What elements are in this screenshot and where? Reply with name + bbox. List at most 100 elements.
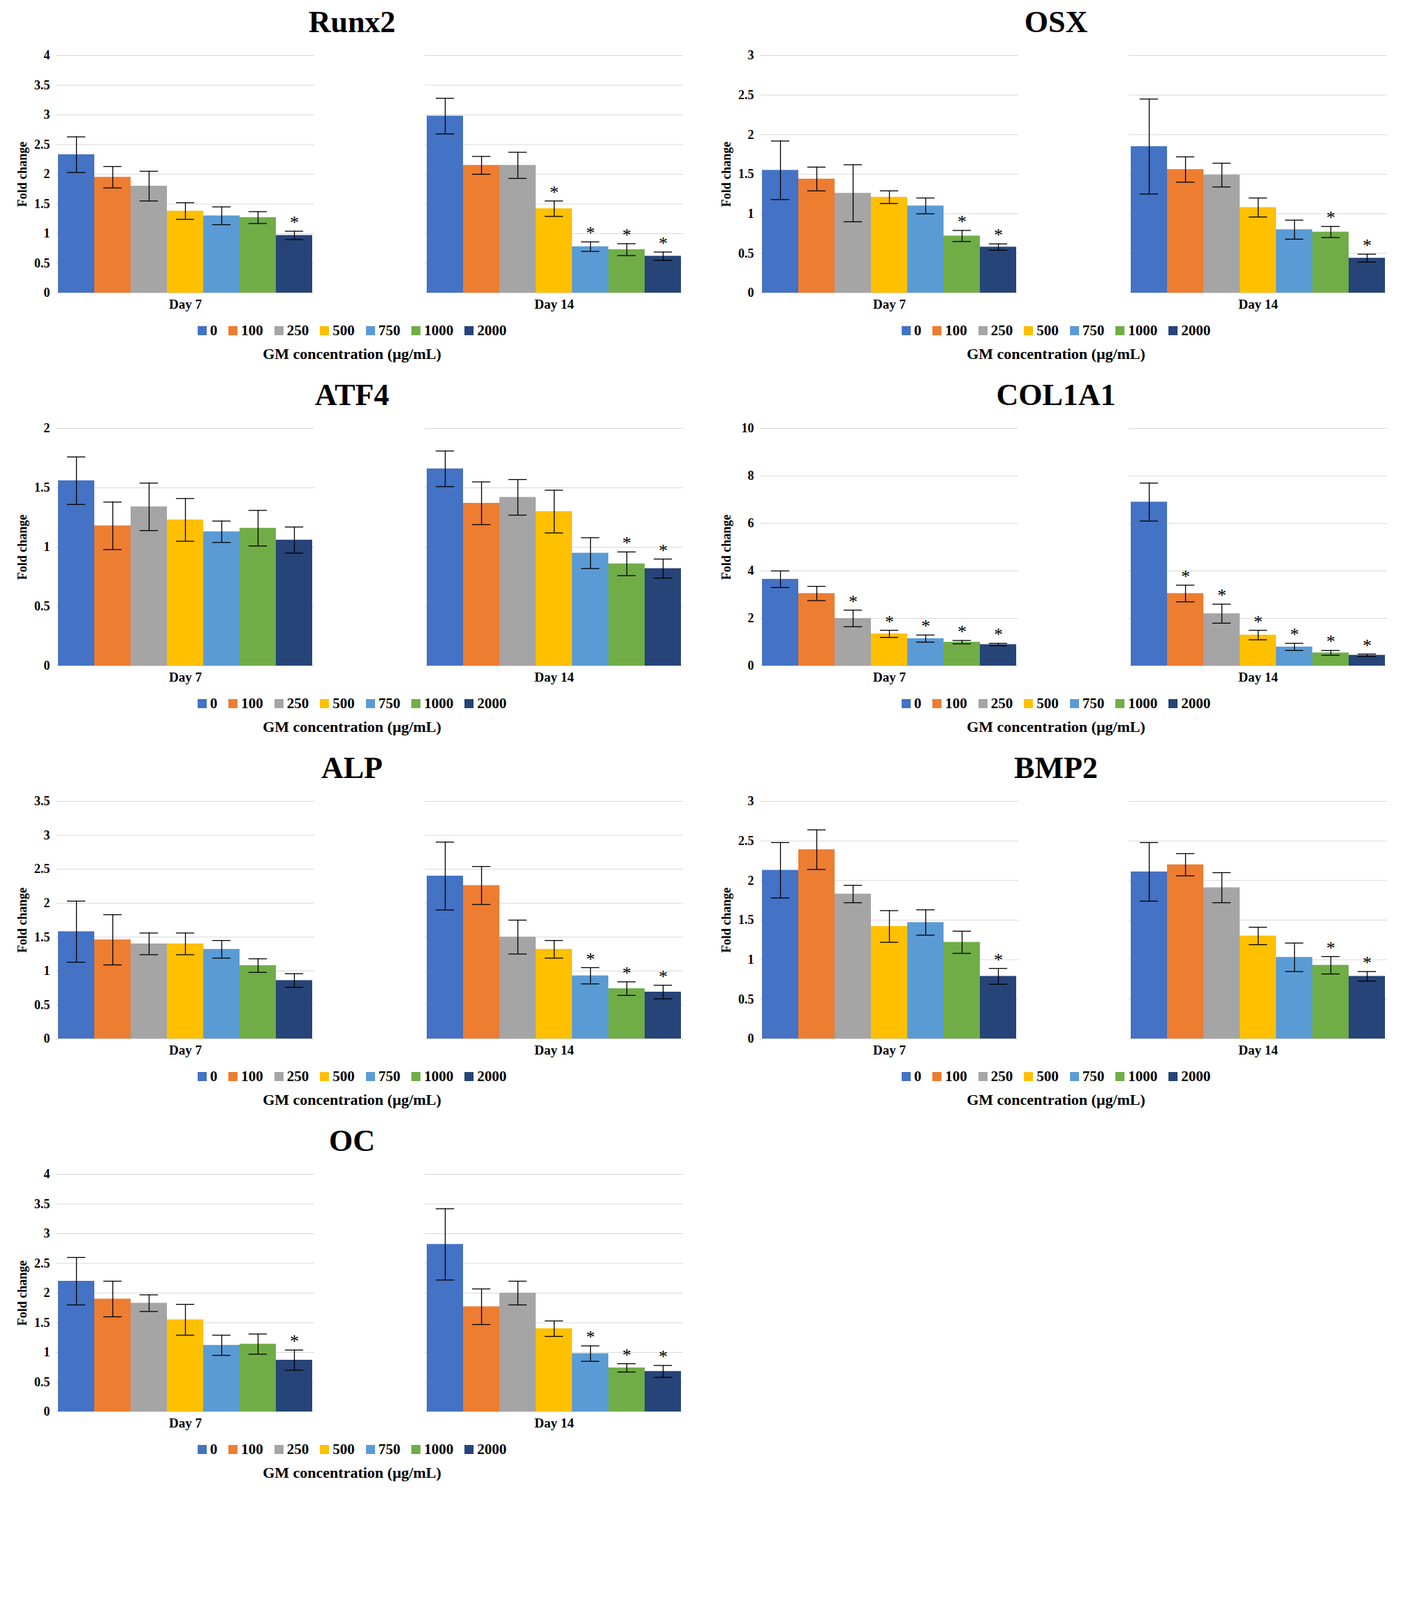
svg-text:*: *: [1289, 624, 1300, 645]
svg-text:Day 14: Day 14: [534, 296, 575, 312]
svg-text:2.5: 2.5: [34, 861, 51, 876]
svg-text:*: *: [993, 224, 1003, 246]
svg-text:1: 1: [748, 206, 755, 221]
svg-text:*: *: [1326, 207, 1336, 228]
svg-text:8: 8: [748, 468, 755, 483]
svg-text:*: *: [1326, 937, 1336, 959]
svg-text:*: *: [1362, 635, 1372, 656]
svg-text:0: 0: [44, 658, 51, 673]
svg-text:Fold change: Fold change: [719, 887, 734, 954]
svg-text:Day 14: Day 14: [534, 1042, 575, 1058]
svg-text:Day 7: Day 7: [169, 296, 202, 312]
svg-text:*: *: [921, 616, 931, 637]
svg-text:Day 14: Day 14: [1238, 669, 1279, 685]
svg-text:*: *: [622, 532, 632, 554]
svg-text:*: *: [585, 1326, 596, 1348]
svg-text:4: 4: [44, 1167, 51, 1182]
svg-text:Day 7: Day 7: [873, 1042, 906, 1058]
svg-text:*: *: [622, 224, 632, 246]
svg-text:*: *: [585, 222, 596, 244]
svg-text:*: *: [1217, 585, 1227, 606]
svg-text:*: *: [658, 1346, 668, 1367]
svg-text:*: *: [658, 966, 668, 987]
svg-text:0: 0: [44, 1404, 51, 1419]
svg-text:2.5: 2.5: [34, 137, 51, 152]
svg-text:0.5: 0.5: [34, 256, 51, 271]
svg-text:*: *: [1253, 611, 1263, 633]
svg-text:1.5: 1.5: [738, 166, 755, 181]
svg-text:Fold change: Fold change: [719, 141, 734, 208]
svg-text:*: *: [993, 949, 1003, 971]
svg-text:1: 1: [748, 952, 755, 967]
svg-text:1: 1: [44, 226, 51, 241]
svg-text:2.5: 2.5: [738, 88, 755, 102]
svg-text:1.5: 1.5: [34, 1315, 51, 1330]
svg-text:Fold change: Fold change: [15, 1260, 30, 1327]
svg-text:2.5: 2.5: [738, 833, 755, 848]
svg-text:*: *: [585, 949, 596, 970]
svg-text:1: 1: [44, 1345, 51, 1360]
svg-text:3.5: 3.5: [34, 78, 51, 93]
svg-text:3.5: 3.5: [34, 794, 51, 809]
svg-text:10: 10: [741, 421, 755, 436]
svg-text:0: 0: [748, 285, 755, 300]
svg-text:*: *: [848, 591, 858, 612]
svg-text:2.5: 2.5: [34, 1256, 51, 1271]
svg-text:*: *: [658, 540, 668, 561]
svg-text:1: 1: [44, 963, 51, 978]
svg-text:6: 6: [748, 516, 755, 531]
svg-text:Fold change: Fold change: [15, 514, 30, 581]
svg-text:*: *: [884, 611, 894, 633]
svg-text:0: 0: [44, 285, 51, 300]
svg-text:1.5: 1.5: [34, 480, 51, 495]
svg-text:3: 3: [44, 828, 51, 843]
svg-text:*: *: [957, 621, 967, 642]
svg-text:0: 0: [44, 1031, 51, 1046]
svg-text:Day 7: Day 7: [873, 669, 906, 685]
svg-text:*: *: [993, 624, 1003, 645]
svg-text:2: 2: [748, 127, 755, 142]
svg-text:2: 2: [748, 873, 755, 888]
svg-text:*: *: [289, 212, 299, 233]
svg-text:4: 4: [44, 48, 51, 63]
svg-text:Day 7: Day 7: [169, 1415, 202, 1431]
svg-text:3: 3: [44, 107, 51, 122]
svg-text:Day 7: Day 7: [169, 1042, 202, 1058]
svg-text:*: *: [1326, 631, 1336, 652]
svg-text:Fold change: Fold change: [719, 514, 734, 581]
svg-text:Fold change: Fold change: [15, 141, 30, 208]
svg-text:*: *: [957, 211, 967, 232]
svg-text:0.5: 0.5: [34, 1375, 51, 1390]
svg-text:0.5: 0.5: [738, 992, 755, 1007]
svg-text:2: 2: [44, 421, 51, 436]
svg-text:3: 3: [44, 1226, 51, 1241]
svg-text:*: *: [1362, 235, 1372, 256]
svg-text:2: 2: [44, 166, 51, 181]
svg-text:Day 14: Day 14: [1238, 1042, 1279, 1058]
svg-text:4: 4: [748, 563, 755, 578]
svg-text:*: *: [549, 182, 559, 203]
svg-text:0.5: 0.5: [34, 599, 51, 614]
svg-text:3: 3: [748, 48, 755, 63]
svg-text:Day 14: Day 14: [534, 669, 575, 685]
svg-text:Day 14: Day 14: [534, 1415, 575, 1431]
svg-text:Fold change: Fold change: [15, 887, 30, 954]
svg-text:*: *: [289, 1331, 299, 1352]
svg-text:*: *: [1181, 566, 1191, 587]
svg-text:2: 2: [44, 1285, 51, 1300]
svg-text:1.5: 1.5: [34, 196, 51, 211]
svg-text:2: 2: [44, 896, 51, 911]
svg-text:1: 1: [44, 539, 51, 554]
svg-text:*: *: [622, 963, 632, 984]
svg-text:0.5: 0.5: [738, 246, 755, 261]
svg-text:0.5: 0.5: [34, 998, 51, 1012]
svg-text:Day 7: Day 7: [169, 669, 202, 685]
svg-text:3.5: 3.5: [34, 1197, 51, 1212]
svg-text:0: 0: [748, 658, 755, 673]
svg-text:3: 3: [748, 794, 755, 809]
svg-text:*: *: [1362, 952, 1372, 973]
svg-text:Day 14: Day 14: [1238, 296, 1279, 312]
svg-text:*: *: [658, 233, 668, 254]
svg-text:1.5: 1.5: [34, 930, 51, 945]
svg-text:1.5: 1.5: [738, 912, 755, 927]
